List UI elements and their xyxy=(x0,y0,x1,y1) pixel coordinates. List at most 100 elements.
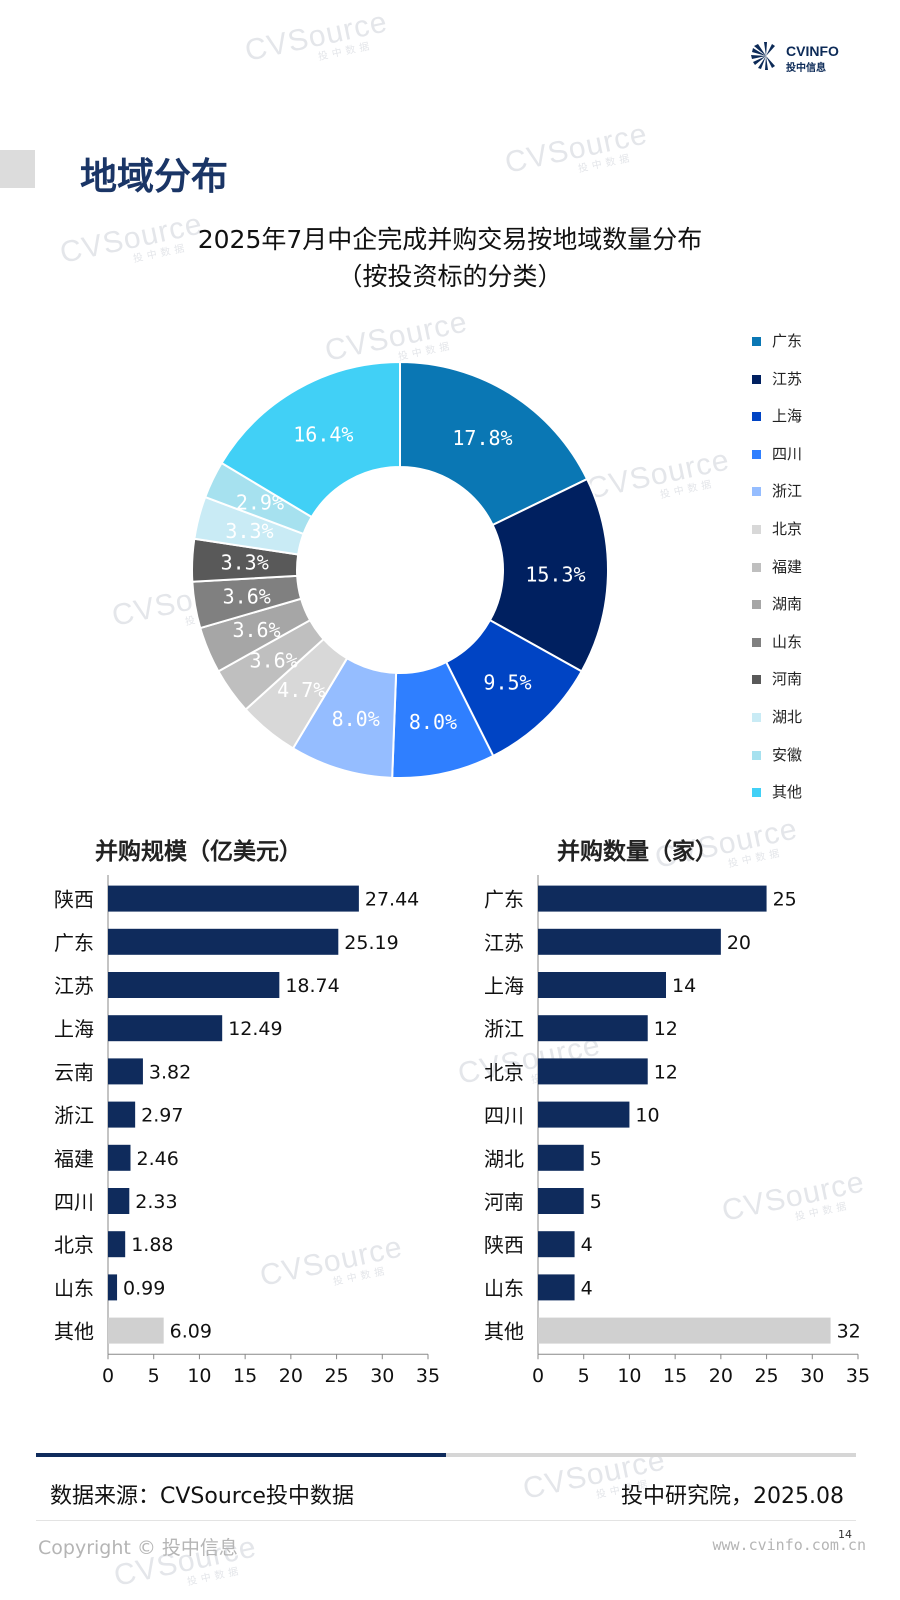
legend-swatch xyxy=(752,374,761,384)
count-value-label: 14 xyxy=(672,975,696,997)
scale-x-tick-label: 5 xyxy=(148,1365,160,1387)
legend-item-其他: 其他 xyxy=(752,783,802,821)
scale-category-label: 陕西 xyxy=(54,888,94,912)
scale-value-label: 2.97 xyxy=(141,1105,183,1127)
legend-item-湖南: 湖南 xyxy=(752,595,802,633)
count-category-label: 山东 xyxy=(484,1276,524,1300)
count-bar-陕西 xyxy=(538,1231,575,1258)
scale-x-tick-label: 0 xyxy=(102,1365,114,1387)
legend-item-福建: 福建 xyxy=(752,558,802,596)
count-bar-湖北 xyxy=(538,1144,584,1171)
scale-bar-陕西 xyxy=(108,885,359,912)
scale-value-label: 27.44 xyxy=(365,889,419,911)
count-value-label: 5 xyxy=(590,1191,602,1213)
count-x-tick-label: 5 xyxy=(578,1365,590,1387)
donut-chart-title: 2025年7月中企完成并购交易按地域数量分布 xyxy=(197,225,703,254)
legend-item-北京: 北京 xyxy=(752,520,802,558)
legend-swatch xyxy=(752,487,761,497)
scale-x-tick-label: 10 xyxy=(187,1365,211,1387)
scale-category-label: 北京 xyxy=(54,1233,94,1257)
donut-label-江苏: 15.3% xyxy=(525,562,585,586)
scale-value-label: 25.19 xyxy=(344,932,398,954)
donut-label-湖北: 3.3% xyxy=(225,519,273,543)
legend-label: 山东 xyxy=(772,632,803,651)
scale-value-label: 18.74 xyxy=(285,975,339,997)
count-value-label: 12 xyxy=(654,1061,678,1083)
legend-label: 上海 xyxy=(772,407,803,426)
scale-bar-福建 xyxy=(108,1144,131,1171)
website-link[interactable]: www.cvinfo.com.cn xyxy=(712,1536,866,1554)
count-bar-chart: 0 5 10 15 20 25 30 35 广东 25 江苏 20 上海 14 浙江 12 北京 12 四川 10 湖北… xyxy=(484,875,870,1387)
count-value-label: 10 xyxy=(635,1105,659,1127)
count-bar-江苏 xyxy=(538,928,721,955)
count-category-label: 陕西 xyxy=(484,1233,524,1257)
count-x-tick-label: 20 xyxy=(709,1365,733,1387)
scale-value-label: 6.09 xyxy=(170,1321,212,1343)
scale-bar-山东 xyxy=(108,1274,118,1301)
donut-slice-广东 xyxy=(399,360,589,527)
scale-category-label: 上海 xyxy=(54,1017,94,1041)
legend-item-山东: 山东 xyxy=(752,633,802,671)
legend-item-江苏: 江苏 xyxy=(752,370,802,408)
scale-category-label: 福建 xyxy=(54,1147,94,1171)
scale-x-tick-label: 25 xyxy=(324,1365,348,1387)
count-bar-河南 xyxy=(538,1188,584,1214)
scale-x-tick-label: 20 xyxy=(279,1365,303,1387)
count-category-label: 广东 xyxy=(484,888,524,912)
count-category-label: 其他 xyxy=(484,1320,524,1344)
scale-bar-上海 xyxy=(108,1015,223,1042)
scale-category-label: 云南 xyxy=(54,1060,94,1084)
legend-swatch xyxy=(752,524,761,534)
scale-category-label: 其他 xyxy=(54,1320,94,1344)
donut-label-浙江: 8.0% xyxy=(332,707,380,731)
legend-swatch xyxy=(752,675,761,685)
legend-label: 浙江 xyxy=(772,482,803,501)
scale-bar-北京 xyxy=(108,1231,126,1258)
legend-label: 北京 xyxy=(772,519,803,538)
research-org: 投中研究院，2025.08 xyxy=(621,1484,844,1509)
legend-item-湖北: 湖北 xyxy=(752,708,802,746)
count-bar-其他 xyxy=(538,1317,831,1344)
count-x-tick-label: 10 xyxy=(617,1365,641,1387)
count-bar-北京 xyxy=(538,1058,648,1085)
donut-label-湖南: 3.6% xyxy=(232,618,280,642)
count-chart-title: 并购数量（家） xyxy=(557,839,718,865)
legend-swatch xyxy=(752,600,761,610)
count-value-label: 4 xyxy=(581,1277,593,1299)
legend-item-河南: 河南 xyxy=(752,670,802,708)
scale-value-label: 12.49 xyxy=(228,1018,282,1040)
legend-item-上海: 上海 xyxy=(752,407,802,445)
scale-bar-广东 xyxy=(108,928,339,955)
scale-bar-chart: 0 5 10 15 20 25 30 35 陕西 27.44 广东 25.19 江苏 18.74 上海 12.… xyxy=(54,875,440,1387)
count-value-label: 5 xyxy=(590,1148,602,1170)
footer-progress-bar xyxy=(36,1453,856,1457)
scale-category-label: 广东 xyxy=(54,931,94,955)
donut-label-福建: 3.6% xyxy=(250,649,298,673)
donut-label-广东: 17.8% xyxy=(452,426,512,450)
legend-swatch xyxy=(752,412,761,422)
count-x-tick-label: 15 xyxy=(663,1365,687,1387)
count-bar-山东 xyxy=(538,1274,575,1301)
legend-swatch xyxy=(752,637,761,647)
count-bar-广东 xyxy=(538,885,767,912)
logo-icon xyxy=(751,42,775,70)
legend-label: 其他 xyxy=(772,783,803,802)
scale-x-tick-label: 35 xyxy=(416,1365,440,1387)
scale-value-label: 2.33 xyxy=(135,1191,177,1213)
count-category-label: 上海 xyxy=(484,974,524,998)
scale-bar-浙江 xyxy=(108,1101,136,1128)
donut-chart-subtitle: （按投资标的分类） xyxy=(337,262,563,291)
page-number: 14 xyxy=(838,1528,852,1541)
legend-label: 湖南 xyxy=(772,595,803,614)
scale-category-label: 四川 xyxy=(54,1190,94,1214)
scale-chart-title: 并购规模（亿美元） xyxy=(95,839,302,865)
scale-x-tick-label: 30 xyxy=(370,1365,394,1387)
scale-bar-江苏 xyxy=(108,972,280,998)
legend-label: 福建 xyxy=(772,557,803,576)
count-value-label: 32 xyxy=(837,1321,861,1343)
company-logo: CVINFO 投中信息 xyxy=(750,40,850,74)
scale-bar-四川 xyxy=(108,1188,130,1214)
legend-item-浙江: 浙江 xyxy=(752,482,802,520)
